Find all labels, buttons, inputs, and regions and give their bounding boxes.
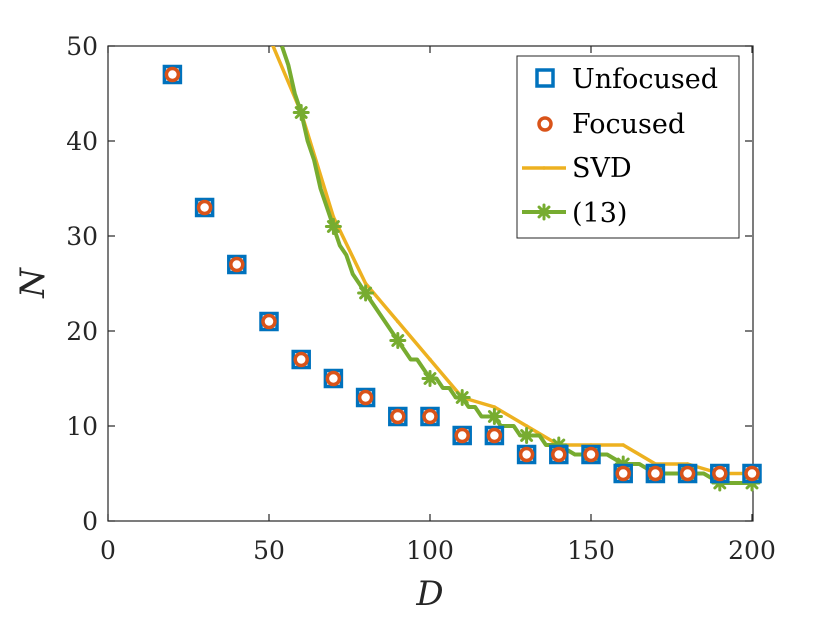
eq13-marker xyxy=(324,218,342,235)
legend-label-unfocused: Unfocused xyxy=(572,64,718,95)
unfocused-marker xyxy=(323,368,344,389)
focused-marker xyxy=(164,66,181,83)
svd-point xyxy=(492,405,497,409)
unfocused-marker xyxy=(742,463,762,484)
focused-marker xyxy=(390,408,406,425)
focused-marker xyxy=(647,465,664,482)
y-tick-label: 20 xyxy=(66,317,98,346)
focused-marker xyxy=(712,465,728,482)
focused-marker xyxy=(518,446,535,463)
focused-marker xyxy=(325,370,342,387)
x-axis-label: D xyxy=(415,574,443,614)
legend-symbol-unfocused xyxy=(535,68,555,88)
svd-point xyxy=(524,424,529,428)
unfocused-marker xyxy=(227,254,247,275)
x-tick-label: 150 xyxy=(567,536,615,565)
focused-marker xyxy=(551,446,567,463)
legend: Unfocused Focused SVD (13) xyxy=(516,55,740,239)
unfocused-marker xyxy=(484,425,505,446)
unfocused-marker xyxy=(516,444,537,465)
y-tick-label: 0 xyxy=(82,507,98,536)
eq13-marker xyxy=(453,389,471,406)
x-tick-label: 100 xyxy=(406,536,454,565)
focused-marker xyxy=(422,408,438,425)
unfocused-marker xyxy=(194,197,215,218)
unfocused-marker xyxy=(420,406,440,427)
eq13-marker xyxy=(485,408,503,425)
legend-label-13: (13) xyxy=(572,198,627,229)
legend-symbol-svd-dot xyxy=(542,166,546,170)
eq13-marker xyxy=(518,427,536,444)
focused-marker xyxy=(486,427,503,444)
svd-point xyxy=(267,35,271,39)
svd-point xyxy=(363,281,368,286)
focused-marker xyxy=(357,389,374,406)
svd-point xyxy=(621,443,625,447)
legend-label-svd: SVD xyxy=(572,153,632,184)
y-tick-label: 50 xyxy=(66,32,98,61)
legend-label-focused: Focused xyxy=(572,109,685,140)
focused-marker xyxy=(261,313,277,330)
unfocused-marker xyxy=(645,463,666,484)
axis-ticks: 0 50 100 150 200 0 10 20 30 40 50 xyxy=(66,32,776,565)
unfocused-marker xyxy=(162,64,183,85)
y-tick-label: 30 xyxy=(66,222,98,251)
x-tick-label: 0 xyxy=(100,536,116,565)
unfocused-marker xyxy=(291,349,311,370)
markers-layer xyxy=(162,64,762,492)
y-tick-label: 40 xyxy=(66,127,98,156)
focused-marker xyxy=(229,256,245,273)
eq13-marker xyxy=(357,284,375,302)
unfocused-marker xyxy=(259,311,279,332)
unfocused-marker xyxy=(388,406,408,427)
unfocused-marker xyxy=(613,463,633,484)
unfocused-marker xyxy=(452,425,472,446)
svd-point xyxy=(428,357,432,362)
x-tick-label: 50 xyxy=(253,536,285,565)
unfocused-marker xyxy=(710,463,730,484)
unfocused-marker xyxy=(355,387,376,408)
unfocused-marker xyxy=(549,444,569,465)
focused-marker xyxy=(744,465,760,482)
unfocused-marker xyxy=(581,444,601,465)
focused-marker xyxy=(293,351,309,368)
focused-marker xyxy=(583,446,599,463)
focused-marker xyxy=(615,465,631,482)
svd-point xyxy=(396,319,400,324)
legend-symbols xyxy=(522,68,566,221)
legend-symbol-13-marker xyxy=(535,203,553,221)
unfocused-marker xyxy=(677,463,698,484)
y-axis-label: N xyxy=(13,267,53,299)
focused-marker xyxy=(196,199,213,216)
eq13-marker xyxy=(421,370,439,387)
x-tick-label: 200 xyxy=(728,536,776,565)
focused-marker xyxy=(679,465,696,482)
y-tick-label: 10 xyxy=(66,412,98,441)
eq13-marker xyxy=(389,332,407,349)
focused-marker xyxy=(454,427,470,444)
svd-line xyxy=(271,46,752,476)
legend-symbol-focused xyxy=(537,116,553,132)
eq13-marker xyxy=(292,104,310,121)
